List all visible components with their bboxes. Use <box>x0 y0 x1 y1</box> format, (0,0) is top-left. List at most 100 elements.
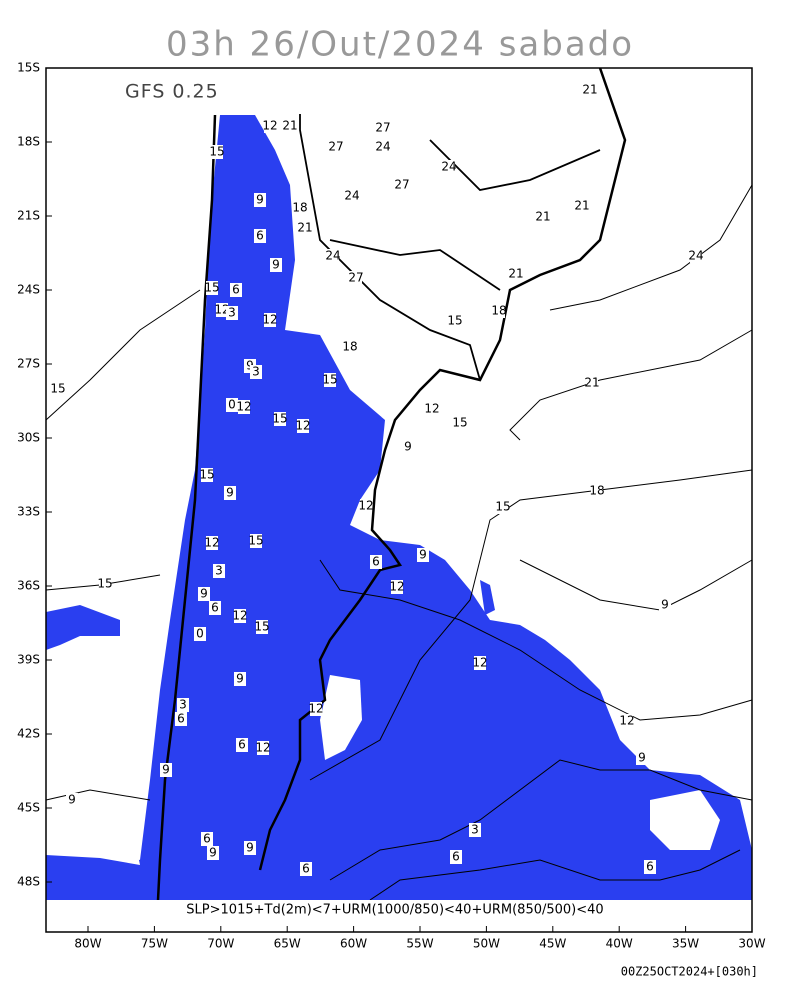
contour-label: 9 <box>661 598 669 612</box>
contour-label: 12 <box>255 741 270 755</box>
contour-label-bg <box>201 468 213 482</box>
contour-label-bg <box>344 340 356 354</box>
contour-label: 9 <box>200 587 208 601</box>
footer: 00Z25OCT2024+[030h] <box>621 965 758 979</box>
contour-label-bg <box>177 698 189 712</box>
contour-label-bg <box>360 499 372 513</box>
lat-label: 45S <box>17 801 40 815</box>
contour-label: 6 <box>177 712 185 726</box>
lon-label: 55W <box>406 937 433 951</box>
contour-label-bg <box>443 160 455 174</box>
contour-label: 9 <box>272 258 280 272</box>
contour-label: 21 <box>297 221 312 235</box>
contour-label-bg <box>350 271 362 285</box>
contour-label: 15 <box>97 577 112 591</box>
contour <box>509 329 753 441</box>
contour-label-bg <box>426 402 438 416</box>
contour-label-bg <box>211 145 223 159</box>
contour-label: 6 <box>646 860 654 874</box>
contour-label-bg <box>236 738 248 752</box>
contour-label-bg <box>226 398 238 412</box>
contour-label: 9 <box>162 763 170 777</box>
lat-label: 42S <box>17 727 40 741</box>
contour-label: 9 <box>404 440 412 454</box>
contour-label-bg <box>586 376 598 390</box>
lon-label: 50W <box>473 937 500 951</box>
contour-label: 12 <box>308 702 323 716</box>
lat-label: 39S <box>17 653 40 667</box>
lon-label: 70W <box>207 937 234 951</box>
contour-label-bg <box>297 419 309 433</box>
contour-label: 21 <box>584 376 599 390</box>
contour-label-bg <box>402 440 414 454</box>
contour <box>369 849 741 901</box>
coast <box>156 114 217 901</box>
contour-label-bg <box>300 862 312 876</box>
contour-label: 12 <box>214 303 229 317</box>
contour-label-bg <box>254 229 266 243</box>
lat-label: 33S <box>17 505 40 519</box>
lon-label: 45W <box>539 937 566 951</box>
contour-label-bg <box>493 304 505 318</box>
title: 03h 26/Out/2024 sabado <box>166 25 634 65</box>
contour-label: 24 <box>441 160 456 174</box>
lat-label: 15S <box>17 61 40 75</box>
contour-label: 6 <box>211 601 219 615</box>
lon-label: 75W <box>141 937 168 951</box>
contour-label-bg <box>391 580 403 594</box>
contour-label-bg <box>497 500 509 514</box>
contour-label: 24 <box>325 249 340 263</box>
contour-label: 0 <box>196 627 204 641</box>
contour-label-bg <box>636 751 648 765</box>
contour-label-bg <box>377 140 389 154</box>
contour-label: 15 <box>50 382 65 396</box>
contour-label-bg <box>584 83 596 97</box>
contour-label: 21 <box>535 210 550 224</box>
legend-text: SLP>1015+Td(2m)<7+URM(1000/850)<40+URM(8… <box>186 903 603 918</box>
contour-label-bg <box>198 587 210 601</box>
contour-label: 9 <box>209 846 217 860</box>
contour-label-bg <box>257 741 269 755</box>
contour-label: 15 <box>272 412 287 426</box>
contour-label-bg <box>299 221 311 235</box>
contour-label-bg <box>52 382 64 396</box>
contour-label: 27 <box>328 140 343 154</box>
contour-label: 6 <box>238 738 246 752</box>
contour-label: 9 <box>256 193 264 207</box>
contour-label: 6 <box>232 283 240 297</box>
contour <box>329 759 753 881</box>
map-frame <box>45 67 753 933</box>
hole <box>320 675 362 760</box>
contour-label: 6 <box>302 862 310 876</box>
contour-label: 15 <box>452 416 467 430</box>
contour-label-bg <box>377 121 389 135</box>
contour-label: 6 <box>203 832 211 846</box>
contour-label-bg <box>175 712 187 726</box>
contour <box>549 184 753 311</box>
contour-label-bg <box>264 119 276 133</box>
contour-label-bg <box>213 564 225 578</box>
contour-label: 12 <box>295 419 310 433</box>
contour-label: 15 <box>447 314 462 328</box>
contour-label-bg <box>209 601 221 615</box>
contour-label: 15 <box>254 620 269 634</box>
contour-label-bg <box>474 656 486 670</box>
hole <box>46 815 140 865</box>
contour-labels: 21 12 21 27 24 27 15 24 27 24 9 18 21 21 21 6 24 9 24 27 15 6… <box>50 83 704 876</box>
lat-label: 30S <box>17 431 40 445</box>
lon-label: 60W <box>340 937 367 951</box>
dry-region <box>46 605 120 650</box>
contour-label: 27 <box>375 121 390 135</box>
lat-label: 18S <box>17 135 40 149</box>
contour-label: 3 <box>215 564 223 578</box>
contour-label: 18 <box>292 201 307 215</box>
contour-label-bg <box>230 283 242 297</box>
coastline <box>156 67 627 901</box>
contour-label-bg <box>66 793 78 807</box>
contour-label: 12 <box>424 402 439 416</box>
contour-label-bg <box>690 249 702 263</box>
contour-label: 12 <box>358 499 373 513</box>
contour-label: 12 <box>472 656 487 670</box>
contour-label-bg <box>194 627 206 641</box>
